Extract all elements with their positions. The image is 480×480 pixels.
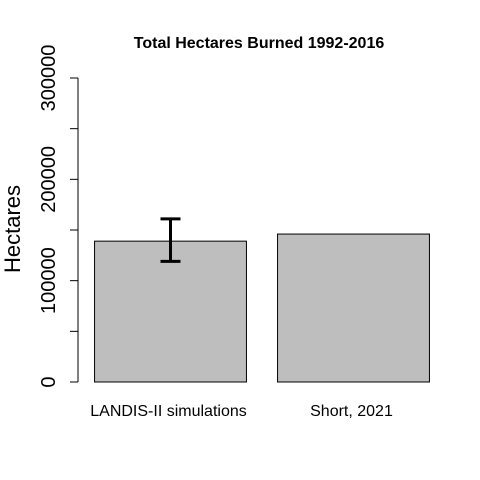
y-tick-label: 100000 [38,247,60,314]
bar [94,240,247,383]
y-axis-label: Hectares [0,185,25,273]
y-tick-label: 200000 [38,146,60,213]
y-tick-label: 300000 [38,45,60,112]
y-tick-label: 0 [38,376,60,387]
error-bars-group [160,217,181,263]
x-category-label: LANDIS-II simulations [90,403,247,420]
x-category-label: Short, 2021 [310,403,393,420]
x-axis-labels: LANDIS-II simulations Short, 2021 [90,403,393,420]
y-axis: 0 100000 200000 300000 [38,45,79,388]
chart-title: Total Hectares Burned 1992-2016 [134,35,385,52]
bars-group [94,233,430,383]
bar [277,233,430,383]
